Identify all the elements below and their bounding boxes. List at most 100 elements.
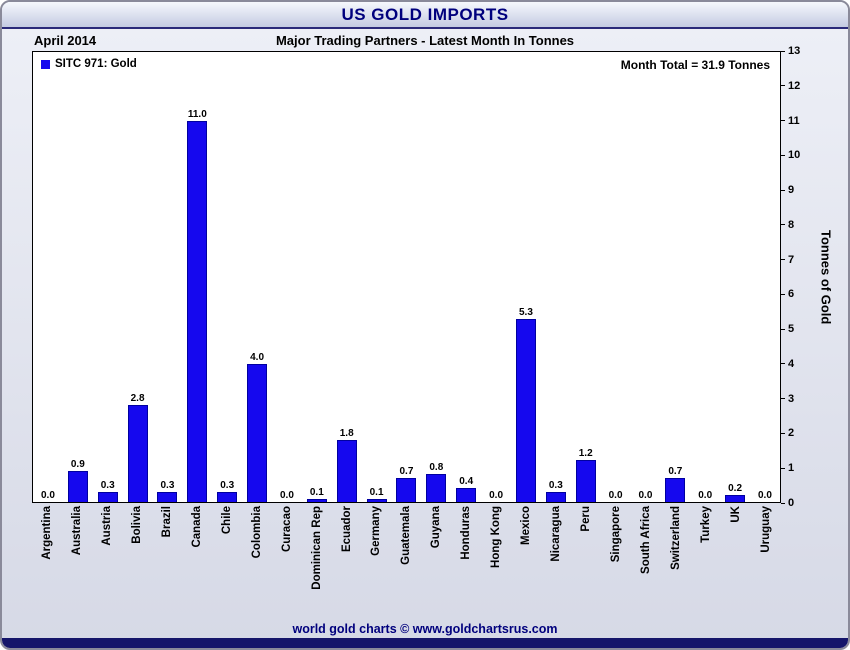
bar-value-label: 4.0 [250,351,265,363]
x-axis-label-slot: Hong Kong [481,503,511,621]
y-tick: 10 [781,149,800,161]
legend-swatch-icon [41,59,50,69]
bar-value-label: 0.9 [70,458,85,470]
y-tick-mark [781,50,785,52]
x-axis-label: Hong Kong [490,506,503,568]
x-axis-label-slot: Bolivia [122,503,152,621]
bar-column: 0.0 [601,52,631,502]
y-tick-mark [781,467,785,469]
y-tick-label: 10 [788,149,801,162]
bar-column: 0.3 [212,52,242,502]
bar-value-label: 2.8 [130,393,145,405]
x-axis-label: Australia [70,506,83,556]
y-tick-label: 12 [788,79,801,92]
x-axis-label: Canada [190,506,203,548]
x-axis-label: Singapore [610,506,623,563]
y-tick-label: 0 [788,497,795,509]
y-tick-label: 7 [788,253,795,266]
bar-value-label: 0.7 [668,465,683,477]
x-axis-label-slot: UK [721,503,751,621]
bar [247,363,268,502]
bar [366,498,387,502]
bar-value-label: 11.0 [187,109,207,121]
bar-column: 0.1 [362,52,392,502]
bar [665,477,686,502]
y-tick-mark [781,502,785,504]
bar-value-label: 0.0 [279,490,294,501]
y-tick-mark [781,154,785,156]
y-tick-mark [781,293,785,295]
x-axis-label-slot: Brazil [152,503,182,621]
y-tick: 1 [781,462,794,474]
plot-area: 0.0 0.9 0.3 2.8 0.3 11.0 0.3 4.0 0.0 0.1 1.8 0.1 0.7… [32,51,781,503]
x-axis-label: Guyana [430,506,443,549]
y-tick: 5 [781,323,794,335]
bar [396,477,417,502]
bar-column: 0.9 [63,52,93,502]
x-axis-labels: Argentina Australia Austria Bolivia Brazil Ca… [32,503,781,621]
bar-value-label: 0.3 [160,479,175,491]
y-tick: 9 [781,184,794,196]
bar [725,495,746,502]
bar-value-label: 0.1 [309,486,324,498]
bar [127,405,148,502]
y-tick: 3 [781,393,794,405]
x-axis-label: Switzerland [669,506,682,570]
y-tick: 13 [781,45,800,57]
bar-value-label: 0.0 [489,490,504,501]
x-axis-label: Curacao [280,506,293,553]
y-tick-label: 1 [788,462,795,475]
bar-value-label: 0.0 [40,490,55,501]
bar-column: 0.4 [451,52,481,502]
bar-value-label: 0.1 [369,486,384,498]
x-axis-label-slot: Honduras [451,503,481,621]
y-tick: 12 [781,80,800,92]
y-axis-title-column: Tonnes of Gold [808,51,844,503]
bar-column: 4.0 [242,52,272,502]
x-axis-label-slot: Ecuador [332,503,362,621]
bar-value-label: 0.0 [638,490,653,501]
x-axis-label: Argentina [40,506,53,560]
bar-value-label: 0.0 [608,490,623,501]
bar [545,491,566,502]
page-title: US GOLD IMPORTS [341,4,509,24]
bar [456,488,477,502]
x-axis-label: Ecuador [340,506,353,553]
x-axis-label: Bolivia [130,506,143,544]
chart-area: 0.0 0.9 0.3 2.8 0.3 11.0 0.3 4.0 0.0 0.1 1.8 0.1 0.7… [32,45,844,621]
bar-value-label: 0.0 [698,490,713,501]
x-axis-label-slot: Uruguay [751,503,781,621]
bar-value-label: 0.3 [100,479,115,491]
x-axis-label: Austria [100,506,113,546]
y-tick-label: 8 [788,218,795,231]
x-axis-label: Dominican Rep [310,506,323,590]
y-tick: 7 [781,254,794,266]
bar [217,491,238,502]
y-tick-label: 3 [788,392,795,405]
x-axis-label: Uruguay [759,506,772,553]
bar-column: 0.0 [750,52,780,502]
y-tick-label: 9 [788,184,795,197]
bar-column: 0.3 [541,52,571,502]
bar-column: 0.1 [302,52,332,502]
x-axis-label-slot: Nicaragua [541,503,571,621]
x-axis-label-slot: Chile [212,503,242,621]
month-total-annotation: Month Total = 31.9 Tonnes [620,58,770,72]
x-axis-label-slot: Singapore [601,503,631,621]
bar-column: 0.0 [272,52,302,502]
bar [336,439,357,502]
y-axis: 0 1 2 3 4 5 6 7 8 9 10 11 12 13 [781,45,808,509]
x-axis-label-slot: Guyana [421,503,451,621]
legend: SITC 971: Gold [41,58,137,70]
bar-value-label: 0.2 [728,483,743,495]
y-tick-mark [781,259,785,261]
bar [426,474,447,502]
x-axis-label-slot: Dominican Rep [302,503,332,621]
x-axis-label: Brazil [160,506,173,538]
x-axis-label-slot: Turkey [691,503,721,621]
x-axis-label-slot: Australia [62,503,92,621]
bar-column: 0.0 [33,52,63,502]
bar-value-label: 0.7 [399,465,414,477]
x-axis-label: Nicaragua [550,506,563,562]
subtitle-row: April 2014 Major Trading Partners - Late… [2,29,848,51]
